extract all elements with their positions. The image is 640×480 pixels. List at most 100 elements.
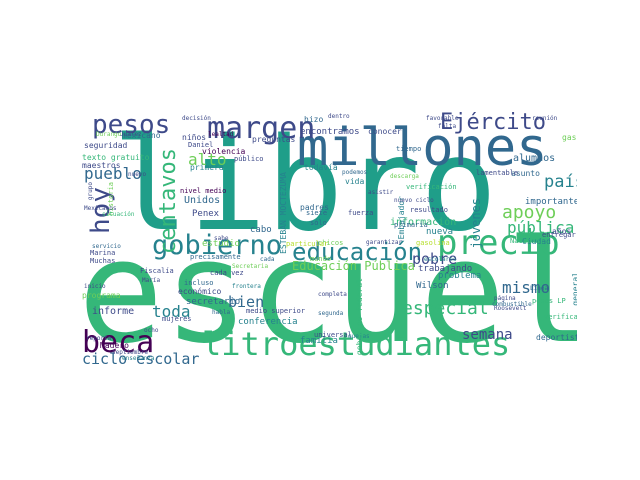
- cloud-word: Juárez: [120, 131, 142, 138]
- cloud-word: verificar: [544, 313, 577, 321]
- cloud-word: Línea: [530, 285, 549, 292]
- cloud-word: Educación Pública: [292, 259, 415, 273]
- cloud-word: Wilson: [416, 281, 449, 291]
- cloud-word: conocer: [368, 127, 402, 136]
- cloud-word: cada: [260, 256, 275, 263]
- cloud-word: nuevo: [128, 171, 147, 178]
- cloud-word: Mexicanos: [84, 205, 117, 212]
- cloud-word: primera: [190, 163, 224, 172]
- cloud-word: universal: [314, 331, 352, 339]
- cloud-word: incluso: [184, 279, 214, 287]
- cloud-word: dentro: [328, 113, 350, 120]
- cloud-word: educación: [292, 238, 423, 266]
- cloud-word: preguntas: [252, 135, 296, 144]
- cloud-word: situación: [102, 211, 135, 218]
- cloud-word: vida: [345, 177, 365, 186]
- cloud-word: libro: [112, 112, 498, 260]
- cloud-word: decisión: [182, 115, 211, 122]
- cloud-word: septiembre: [112, 349, 149, 356]
- cloud-word: pública: [507, 218, 575, 237]
- cloud-word: pobre: [412, 250, 458, 268]
- cloud-word: beca: [82, 325, 155, 360]
- cloud-word: litroestudiantes: [202, 325, 511, 363]
- cloud-word: mundo: [310, 255, 332, 263]
- cloud-word: informe: [92, 306, 135, 317]
- cloud-word: tiempo: [396, 145, 422, 153]
- cloud-word: Madero: [100, 341, 129, 350]
- cloud-word: lealtad: [208, 131, 234, 138]
- cloud-word: Daniel: [188, 141, 214, 149]
- cloud-word: hizo: [304, 115, 324, 124]
- cloud-word: millones: [297, 118, 548, 178]
- cloud-word: encontramos: [300, 127, 360, 137]
- cloud-word: garantizar: [366, 239, 403, 246]
- cloud-word: niños: [182, 133, 207, 142]
- cloud-word: sólo: [310, 219, 327, 227]
- cloud-word: grupo: [87, 182, 94, 201]
- cloud-word: asistir: [368, 189, 394, 196]
- cloud-word: gas: [562, 133, 577, 142]
- cloud-word: seguridad: [84, 141, 128, 150]
- cloud-word: Durango: [96, 131, 122, 138]
- cloud-word: Fiscalía: [140, 267, 174, 275]
- cloud-word: particular: [286, 240, 329, 248]
- cloud-word: completa: [318, 291, 347, 298]
- cloud-word: pesos: [92, 112, 171, 140]
- cloud-word: bien: [228, 293, 265, 311]
- cloud-word: maestros: [82, 161, 121, 170]
- cloud-word: descarga: [390, 173, 419, 180]
- cloud-word: programa: [82, 291, 121, 300]
- cloud-word: Ejército: [440, 112, 546, 135]
- cloud-word: lamentable: [476, 169, 519, 177]
- cloud-word: alto: [188, 150, 227, 169]
- cloud-word: ciclo escolar: [82, 350, 200, 368]
- cloud-word: precio: [437, 223, 560, 263]
- cloud-word: público: [234, 155, 264, 163]
- cloud-word: nueva: [426, 227, 454, 237]
- cloud-word: todavía: [304, 163, 338, 172]
- cloud-word: padres: [300, 203, 329, 212]
- cloud-word: mismo: [502, 278, 551, 297]
- cloud-word: escuela: [82, 210, 577, 370]
- cloud-word: nivel medio: [180, 187, 227, 195]
- cloud-word: Unidos: [184, 195, 221, 206]
- cloud-word: habla: [212, 309, 231, 316]
- cloud-word: favorable: [426, 115, 459, 122]
- cloud-word: primaria: [394, 221, 428, 229]
- cloud-word: segunda: [318, 310, 344, 317]
- cloud-word: toda: [152, 302, 191, 321]
- cloud-word: asunto: [511, 169, 540, 178]
- cloud-word: texto gratuito: [82, 153, 150, 162]
- cloud-word: Marina: [90, 249, 116, 257]
- cloud-word: importante: [525, 197, 577, 207]
- cloud-word: nuevo ciclo: [394, 197, 434, 204]
- cloud-word: enseñanza: [122, 355, 155, 362]
- cloud-word: apoyo: [502, 202, 557, 223]
- cloud-word: Nacional: [510, 237, 544, 245]
- cloud-word: especial: [402, 298, 489, 319]
- cloud-word: mujeres: [162, 315, 192, 323]
- cloud-word: quejas: [348, 333, 370, 340]
- cloud-word: MOCTEZUMA BARRAGÁN: [82, 232, 84, 319]
- cloud-word: estudio: [202, 239, 240, 249]
- cloud-word: combustible: [492, 301, 532, 308]
- cloud-word: información: [390, 217, 457, 228]
- cloud-word: gasolina: [416, 239, 450, 247]
- cloud-word: familia: [300, 336, 338, 346]
- cloud-word: margen: [207, 112, 316, 146]
- cloud-word: alumnos: [513, 153, 556, 164]
- cloud-word: Penex: [192, 209, 220, 219]
- cloud-word: mexicano: [122, 131, 161, 140]
- cloud-word: pesos LP: [532, 297, 566, 305]
- cloud-word: violencia: [202, 147, 246, 156]
- cloud-word: Muchas: [90, 257, 116, 265]
- cloud-word: gobierno: [152, 230, 283, 261]
- cloud-word: chicos: [318, 239, 344, 247]
- cloud-word: general: [571, 272, 577, 306]
- cloud-word: medio superior: [246, 307, 306, 315]
- cloud-word: cabo: [250, 225, 272, 235]
- cloud-word: cada vez: [210, 269, 244, 277]
- cloud-word: verificación: [406, 183, 457, 191]
- cloud-word: escolares: [424, 256, 457, 263]
- cloud-word: precisamente: [190, 253, 241, 261]
